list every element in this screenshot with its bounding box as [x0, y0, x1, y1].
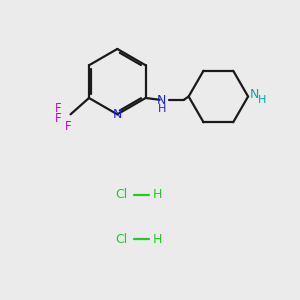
Text: F: F [55, 112, 62, 125]
Text: N: N [157, 94, 166, 107]
Text: H: H [158, 104, 166, 114]
Text: Cl: Cl [116, 188, 128, 201]
Text: H: H [153, 233, 162, 246]
Text: N: N [250, 88, 259, 100]
Text: F: F [55, 103, 62, 116]
Text: F: F [65, 120, 71, 133]
Text: N: N [112, 108, 122, 121]
Text: H: H [258, 95, 266, 105]
Text: H: H [153, 188, 162, 201]
Text: Cl: Cl [116, 233, 128, 246]
